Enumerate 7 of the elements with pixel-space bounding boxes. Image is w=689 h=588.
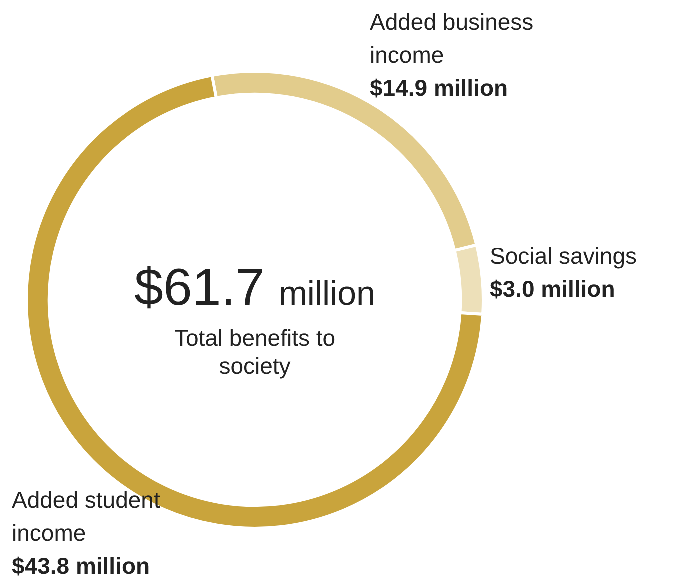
- text: $61.7 million: [134, 258, 376, 319]
- data-label: $14.9 million: [370, 74, 510, 103]
- slice-label: Added business income: [370, 8, 535, 70]
- data-label: $43.8 million: [12, 552, 152, 581]
- data-label: $3.0 million: [490, 275, 616, 304]
- slice-label: Social savings: [490, 242, 638, 271]
- text: Total benefits to society: [173, 324, 337, 380]
